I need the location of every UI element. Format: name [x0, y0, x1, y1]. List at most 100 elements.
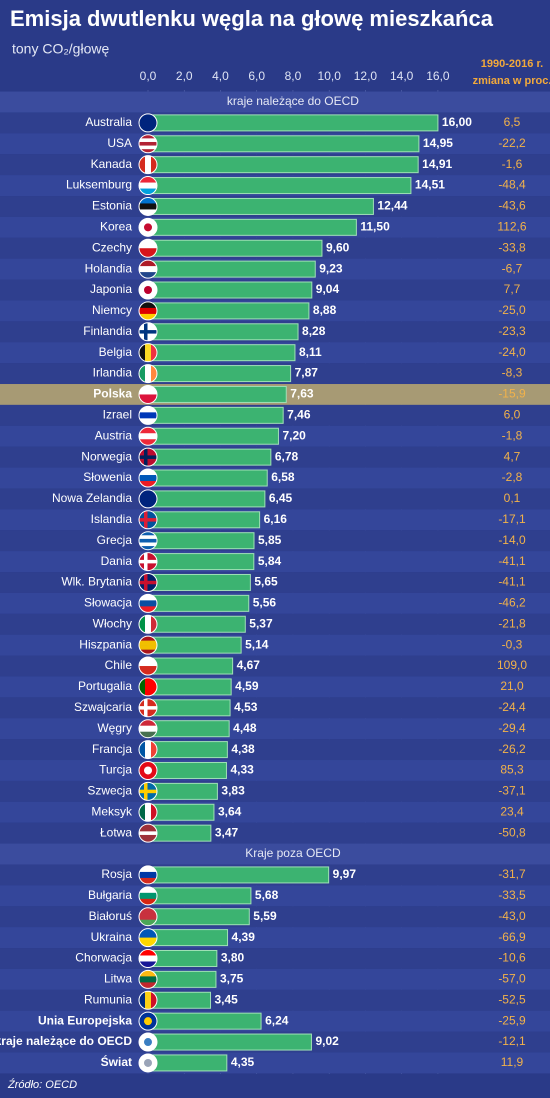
- flag-stripe: [139, 636, 157, 641]
- flag: [139, 155, 157, 174]
- value-label: 9,60: [326, 240, 350, 254]
- value-label: 4,53: [234, 700, 258, 714]
- bar: [147, 720, 230, 738]
- flag-stripe: [139, 907, 157, 915]
- change-label: -57,0: [498, 972, 526, 986]
- flag-stripe: [151, 155, 157, 174]
- category-label: Finlandia: [83, 324, 132, 338]
- flag-stripe: [139, 640, 157, 646]
- x-tick-label: 4,0: [212, 69, 229, 83]
- category-label: Norwegia: [81, 449, 132, 463]
- flag: [139, 615, 157, 634]
- bar: [147, 699, 231, 717]
- flag-ring: [138, 552, 158, 572]
- bar: [147, 281, 313, 299]
- row-band: [0, 760, 550, 781]
- change-label: -10,6: [498, 951, 526, 965]
- category-label: Korea: [100, 220, 132, 234]
- flag: [139, 469, 157, 488]
- flag-field: [139, 113, 157, 132]
- category-label: Łotwa: [100, 825, 132, 839]
- row-band: [0, 613, 550, 635]
- category-label: Szwajcaria: [74, 700, 132, 714]
- x-tick-label: 10,0: [318, 69, 342, 83]
- flag: [139, 385, 157, 404]
- row-band: [0, 739, 550, 761]
- flag-stripe: [139, 145, 157, 150]
- change-label: -15,9: [498, 387, 526, 401]
- flag-stripe: [151, 991, 157, 1010]
- change-label: -21,8: [498, 616, 526, 630]
- flag-stripe: [139, 976, 157, 983]
- flag: [139, 636, 157, 655]
- value-label: 12,44: [377, 199, 407, 213]
- flag-stripe: [139, 301, 157, 309]
- row-band: [0, 822, 550, 844]
- flag-ring: [138, 656, 158, 676]
- flag-stripe: [145, 991, 152, 1010]
- value-label: 4,38: [231, 742, 255, 756]
- value-label: 4,59: [235, 679, 259, 693]
- flag: [139, 719, 157, 738]
- value-label: 7,63: [290, 387, 314, 401]
- bar: [147, 761, 227, 779]
- value-label: 4,39: [232, 930, 256, 944]
- x-tick-label: 2,0: [176, 69, 193, 83]
- change-label: 112,6: [497, 220, 526, 234]
- bar: [147, 887, 252, 905]
- category-label: Białoruś: [89, 909, 132, 923]
- category-label: Turcja: [99, 763, 132, 777]
- bar: [147, 782, 218, 800]
- change-label: -46,2: [498, 596, 526, 610]
- row-band: [0, 718, 550, 740]
- bar: [147, 239, 323, 257]
- value-label: 5,65: [254, 575, 278, 589]
- value-label: 4,48: [233, 721, 257, 735]
- change-label: 7,7: [504, 282, 521, 296]
- category-label: Portugalia: [78, 679, 132, 693]
- category-label: Czechy: [92, 240, 132, 254]
- flag-ring: [138, 322, 158, 342]
- change-label: -43,6: [498, 199, 526, 213]
- flag-ring: [138, 384, 158, 404]
- flag-cross: [139, 330, 157, 334]
- category-label: Niemcy: [92, 303, 132, 317]
- flag: [139, 573, 157, 592]
- source: Źródło: OECD: [7, 1078, 77, 1091]
- flag: [139, 740, 157, 759]
- flag-ring: [138, 510, 158, 530]
- change-label: -24,0: [498, 345, 526, 359]
- value-label: 7,87: [295, 366, 319, 380]
- row-band: [0, 676, 550, 698]
- value-label: 5,85: [258, 533, 282, 547]
- flag-ring: [138, 572, 158, 592]
- bar: [147, 573, 251, 591]
- value-label: 8,11: [299, 345, 322, 359]
- value-label: 5,68: [255, 888, 279, 902]
- flag: [139, 803, 157, 822]
- value-label: 4,33: [230, 763, 254, 777]
- change-label: 109,0: [497, 658, 527, 672]
- flag-stripe: [139, 546, 157, 550]
- category-label: Belgia: [99, 345, 133, 359]
- change-label: -43,0: [498, 909, 526, 923]
- flag-stripe: [139, 892, 157, 900]
- flag-ring: [138, 760, 158, 780]
- value-label: 3,64: [218, 804, 242, 818]
- flag: [139, 552, 157, 571]
- value-label: 14,95: [423, 136, 453, 150]
- flag-ring: [138, 1032, 158, 1052]
- flag-ring: [138, 301, 158, 321]
- value-label: 5,59: [253, 909, 277, 923]
- category-label: Bułgaria: [88, 888, 132, 902]
- bar: [147, 323, 299, 341]
- flag-stripe: [139, 961, 157, 968]
- bar: [147, 1054, 228, 1072]
- flag: [139, 218, 157, 237]
- value-label: 8,88: [313, 303, 337, 317]
- change-label: -66,9: [498, 930, 526, 944]
- row-band: [0, 948, 550, 969]
- category-label: Włochy: [93, 616, 132, 630]
- flag-ring: [138, 928, 158, 948]
